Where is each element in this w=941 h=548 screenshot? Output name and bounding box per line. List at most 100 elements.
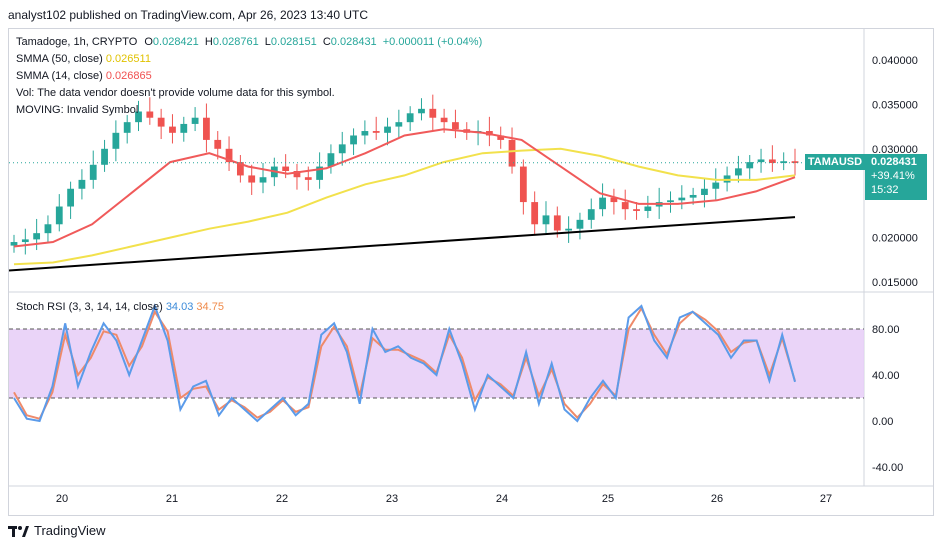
candle-body (123, 122, 131, 133)
candle-body (553, 215, 561, 231)
candle-body (78, 179, 86, 189)
candle-body (236, 162, 244, 176)
price-tick-label: 0.040000 (872, 55, 918, 67)
candle-body (101, 148, 108, 165)
smma50-legend: SMMA (50, close) 0.026511 (16, 53, 151, 65)
price-tick-label: 0.015000 (872, 277, 918, 289)
candle-body (791, 161, 799, 164)
candle-body (191, 117, 199, 124)
candle-body (452, 122, 459, 130)
stoch-tick-label: 40.00 (872, 370, 900, 382)
stoch-tick-label: 0.00 (872, 416, 893, 428)
candle-body (146, 111, 154, 118)
candle-body (44, 224, 52, 234)
time-tick-label: 23 (386, 493, 398, 505)
smma14-legend: SMMA (14, close) 0.026865 (16, 70, 152, 82)
ticker-tag: TAMAUSD (805, 154, 865, 170)
time-tick-label: 25 (602, 493, 614, 505)
time-tick-label: 27 (820, 493, 832, 505)
candle-body (372, 131, 380, 133)
candle-body (248, 175, 256, 183)
price-tag-change: +39.41% (871, 170, 915, 182)
time-tick-label: 20 (56, 493, 68, 505)
candle-body (542, 215, 550, 225)
candle-body (293, 171, 301, 178)
candle-body (21, 239, 29, 243)
candle-body (406, 113, 414, 123)
candle-body (644, 206, 652, 211)
tradingview-logo-icon (8, 526, 29, 537)
candle-body (135, 111, 142, 123)
candle-body (757, 159, 765, 163)
stoch-band (9, 329, 864, 398)
candle-body (395, 122, 403, 127)
price-tag: 0.028431 +39.41% 15:32 (865, 154, 927, 200)
candle-body (746, 162, 754, 169)
candle-body (633, 209, 640, 211)
symbol-label: Tamadoge, 1h, CRYPTO (16, 36, 138, 48)
open-value: 0.028421 (152, 36, 199, 48)
candle-body (180, 123, 188, 133)
smma50-label: SMMA (50, close) (16, 53, 103, 65)
change-value: +0.000011 (+0.04%) (382, 36, 483, 48)
candle-body (735, 168, 742, 176)
candle-body (667, 200, 674, 203)
candle-body (112, 132, 120, 149)
candle-body (89, 164, 97, 180)
low-value: 0.028151 (270, 36, 317, 48)
candle-body (282, 166, 290, 171)
candle-body (712, 182, 720, 189)
candle-body (33, 233, 41, 240)
candle-body (214, 139, 222, 149)
high-value: 0.028761 (212, 36, 259, 48)
candle-body (225, 148, 233, 163)
publish-header: analyst102 published on TradingView.com,… (0, 0, 941, 28)
time-tick-label: 22 (276, 493, 288, 505)
low-label: L (264, 36, 271, 48)
candle-body (768, 159, 776, 164)
stoch-tick-label: -40.00 (872, 462, 903, 474)
smma50-line (13, 147, 796, 266)
smma14-line (13, 128, 796, 248)
candle-body (576, 219, 584, 229)
publish-info: analyst102 published on TradingView.com,… (8, 8, 369, 22)
candle-body (519, 166, 527, 203)
close-value: 0.028431 (330, 36, 377, 48)
stoch-legend: Stoch RSI (3, 3, 14, 14, close) 34.03 34… (16, 301, 224, 313)
candle-body (429, 108, 437, 118)
moving-legend: MOVING: Invalid Symbol (16, 104, 138, 116)
candle-body (316, 166, 324, 180)
candle-body (531, 202, 539, 225)
candle-body (338, 144, 346, 154)
smma14-value: 0.026865 (105, 70, 152, 82)
price-tick-label: 0.020000 (872, 233, 918, 245)
time-tick-label: 21 (166, 493, 178, 505)
candle-body (508, 139, 516, 167)
volume-legend: Vol: The data vendor doesn't provide vol… (16, 87, 335, 99)
support-trendline (8, 216, 796, 272)
chart-frame (8, 28, 934, 516)
ohlc-legend: Tamadoge, 1h, CRYPTO O0.028421 H0.028761… (16, 36, 482, 48)
time-tick-label: 24 (496, 493, 508, 505)
high-label: H (204, 36, 213, 48)
candle-body (361, 131, 369, 136)
stoch-d-value: 34.75 (196, 301, 224, 313)
price-tick-label: 0.035000 (872, 99, 918, 111)
candle-body (610, 197, 618, 203)
candle-body (689, 194, 697, 198)
close-label: C (322, 36, 331, 48)
stoch-k-line (13, 303, 796, 423)
open-label: O (144, 36, 153, 48)
smma50-value: 0.026511 (105, 53, 151, 65)
footer-brand: TradingView (34, 523, 106, 538)
candle-body (440, 117, 448, 123)
candle-body (780, 161, 788, 164)
candle-body (599, 197, 606, 210)
candle-body (203, 117, 210, 140)
candle-body (384, 126, 391, 133)
candle-body (304, 177, 312, 180)
price-tick-label: 0.030000 (872, 144, 918, 156)
candle-body (157, 117, 165, 127)
candle-body (10, 242, 18, 246)
